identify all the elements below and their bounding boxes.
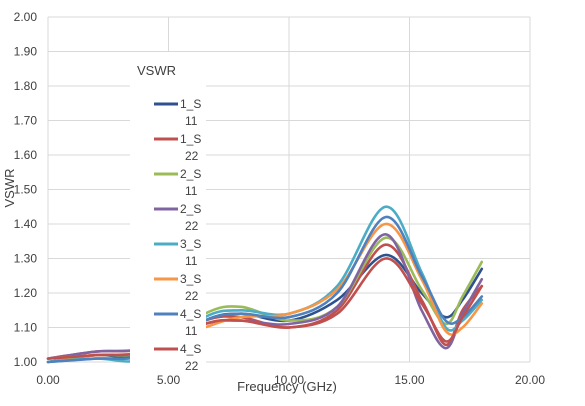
legend-label-line2: 22 — [185, 149, 199, 163]
y-tick-label: 1.10 — [14, 321, 38, 335]
legend-label: 2_S — [180, 202, 201, 216]
x-tick-label: 15.00 — [394, 373, 424, 387]
legend-label-line2: 11 — [185, 114, 198, 128]
legend-label-line2: 22 — [185, 359, 199, 373]
legend-label: 4_S — [180, 307, 201, 321]
legend-label-line2: 22 — [185, 219, 199, 233]
y-tick-label: 2.00 — [14, 10, 38, 24]
legend-label: 3_S — [180, 237, 201, 251]
legend: VSWR 1_S 11 1_S 22 2_S 11 2_S 22 3_S 11 3_S 22 4_S 11… — [130, 52, 206, 374]
legend-title: VSWR — [137, 63, 176, 78]
y-tick-label: 1.60 — [14, 148, 38, 162]
legend-background — [130, 52, 206, 374]
series-lines — [46, 205, 484, 364]
x-tick-label: 10.00 — [274, 373, 304, 387]
y-tick-label: 1.00 — [14, 355, 38, 369]
y-tick-label: 1.80 — [14, 79, 38, 93]
y-tick-label: 1.20 — [14, 286, 38, 300]
legend-label-line2: 11 — [185, 184, 198, 198]
series-line-4-s22 — [46, 257, 484, 360]
axes: 0.00 5.00 10.00 15.00 20.00 1.00 1.10 1.20 1.30… — [2, 10, 545, 394]
legend-label: 1_S — [180, 97, 201, 111]
legend-label: 4_S — [180, 342, 201, 356]
x-tick-label: 0.00 — [36, 373, 60, 387]
y-tick-label: 1.90 — [14, 45, 38, 59]
legend-label-line2: 11 — [185, 324, 198, 338]
y-tick-label: 1.30 — [14, 252, 38, 266]
grid — [47, 16, 531, 363]
y-axis-ticks: 1.00 1.10 1.20 1.30 1.40 1.50 1.60 1.70 1.80 1.90… — [14, 10, 38, 369]
series-line-3-s11 — [46, 205, 484, 364]
legend-label: 2_S — [180, 167, 201, 181]
y-tick-label: 1.50 — [14, 183, 38, 197]
legend-label: 1_S — [180, 132, 201, 146]
legend-label-line2: 22 — [185, 289, 199, 303]
x-axis-ticks: 0.00 5.00 10.00 15.00 20.00 — [36, 373, 545, 387]
legend-label: 3_S — [180, 272, 201, 286]
x-tick-label: 20.00 — [515, 373, 545, 387]
x-tick-label: 5.00 — [157, 373, 181, 387]
y-tick-label: 1.70 — [14, 114, 38, 128]
legend-label-line2: 11 — [185, 254, 198, 268]
y-axis-label: VSWR — [2, 169, 17, 208]
legend-items: 1_S 11 1_S 22 2_S 11 2_S 22 3_S 11 3_S 22 4_S 11 4_S 22 — [154, 97, 201, 373]
y-tick-label: 1.40 — [14, 217, 38, 231]
x-axis-label: Frequency (GHz) — [237, 379, 337, 394]
